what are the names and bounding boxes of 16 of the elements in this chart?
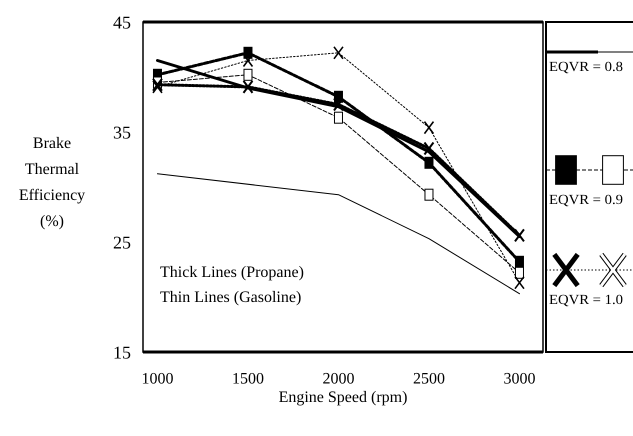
x-tick-label: 2000: [322, 370, 354, 388]
y-tick-label: 25: [113, 232, 131, 252]
legend-label: EQVR = 1.0: [549, 293, 623, 308]
y-tick-label: 15: [113, 342, 131, 362]
annotation: Thick Lines (Propane): [160, 264, 304, 281]
x-axis-title: Engine Speed (rpm): [278, 389, 408, 406]
x-tick-label: 3000: [503, 370, 536, 388]
y-axis-title: Brake Thermal Efficiency (%): [18, 135, 86, 230]
legend-label: EQVR = 0.8: [549, 60, 623, 75]
legend-label: EQVR = 0.9: [549, 193, 623, 208]
y-tick-label: 45: [113, 12, 131, 32]
annotation: Thin Lines (Gasoline): [160, 289, 302, 306]
y-tick-label: 35: [113, 122, 131, 142]
x-tick-label: 1500: [232, 370, 264, 388]
x-tick-label: 1000: [141, 370, 174, 388]
x-tick-label: 2500: [412, 370, 445, 388]
